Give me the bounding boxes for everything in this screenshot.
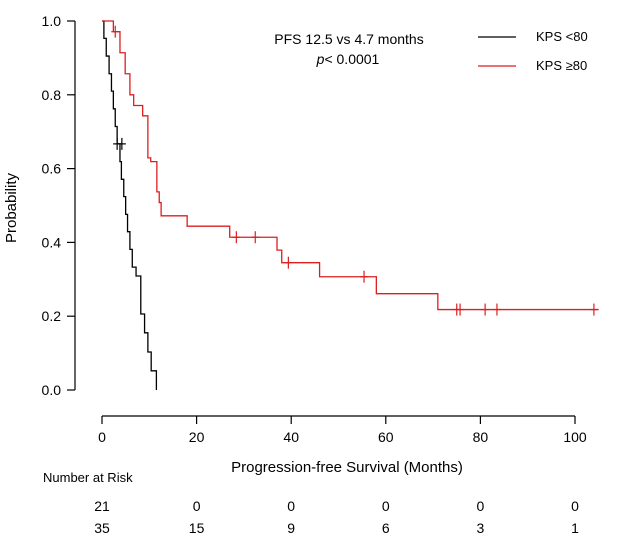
y-tick-label: 0.4	[42, 234, 62, 250]
legend: KPS <80 KPS ≥80	[478, 29, 588, 73]
risk-table: 21 0 0 0 0 0 35 15 9 6 3 1	[94, 498, 579, 536]
x-tick-label: 0	[98, 429, 106, 445]
risk-count: 3	[477, 520, 485, 536]
series-layer	[102, 20, 599, 390]
survival-step-curve	[102, 20, 158, 390]
x-axis: 0 20 40 60 80 100	[98, 415, 587, 445]
risk-count: 0	[571, 498, 579, 514]
y-axis-title: Probability	[3, 172, 20, 243]
risk-table-title: Number at Risk	[43, 470, 133, 485]
y-tick-label: 0.0	[42, 382, 62, 398]
risk-count: 35	[94, 520, 110, 536]
p-value-annotation: p< 0.0001	[316, 51, 380, 67]
y-axis: 0.0 0.2 0.4 0.6 0.8 1.0	[42, 13, 76, 398]
x-axis-title: Progression-free Survival (Months)	[231, 459, 463, 476]
risk-count: 0	[193, 498, 201, 514]
survival-step-curve	[102, 20, 599, 311]
x-tick-label: 100	[563, 429, 587, 445]
x-tick-label: 40	[283, 429, 299, 445]
risk-count: 0	[287, 498, 295, 514]
risk-count: 1	[571, 520, 579, 536]
risk-count: 9	[287, 520, 295, 536]
pfs-annotation: PFS 12.5 vs 4.7 months	[274, 31, 423, 47]
y-tick-label: 0.6	[42, 161, 62, 177]
legend-label-kps-lt80: KPS <80	[536, 29, 588, 44]
risk-count: 0	[477, 498, 485, 514]
p-value: < 0.0001	[324, 51, 379, 67]
series-kps-ge80	[102, 20, 599, 316]
y-tick-label: 0.8	[42, 87, 62, 103]
y-tick-label: 0.2	[42, 308, 62, 324]
x-tick-label: 60	[378, 429, 394, 445]
y-tick-label: 1.0	[42, 13, 62, 29]
risk-count: 6	[382, 520, 390, 536]
x-tick-label: 80	[473, 429, 489, 445]
x-tick-label: 20	[189, 429, 205, 445]
risk-count: 21	[94, 498, 110, 514]
series-kps-lt80	[102, 20, 158, 390]
p-symbol: p	[316, 51, 325, 67]
risk-count: 15	[189, 520, 205, 536]
legend-label-kps-ge80: KPS ≥80	[536, 58, 587, 73]
risk-count: 0	[382, 498, 390, 514]
